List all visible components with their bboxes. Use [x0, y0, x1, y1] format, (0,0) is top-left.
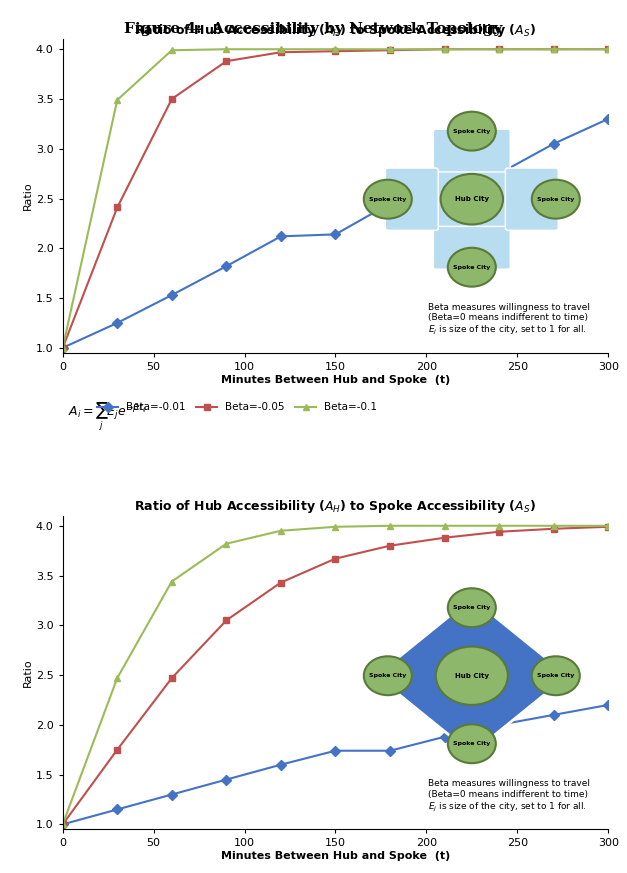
Beta=-0.01 [495, 719, 503, 730]
Text: Beta measures willingness to travel
(Beta=0 means indifferent to time)
$E_j$ is : Beta measures willingness to travel (Bet… [428, 780, 590, 814]
X-axis label: Minutes Between Hub and Spoke  (t): Minutes Between Hub and Spoke (t) [221, 851, 450, 861]
Beta=-0.05 [386, 45, 394, 56]
Beta=-0.01 [495, 168, 503, 179]
Beta=-0.01 [223, 261, 230, 272]
Beta=-0.05 [495, 526, 503, 537]
Beta=-0.1 [168, 45, 176, 56]
Beta=-0.05 [168, 93, 176, 104]
Beta=-0.01 [550, 710, 557, 720]
Beta=-0.1 [223, 539, 230, 549]
Beta=-0.1 [550, 44, 557, 54]
Beta=-0.01 [604, 113, 612, 124]
Beta=-0.05 [495, 44, 503, 54]
Beta=-0.01 [113, 804, 121, 815]
Text: $A_i = \sum_j E_j e^{-\beta t_{ij}}$: $A_i = \sum_j E_j e^{-\beta t_{ij}}$ [68, 401, 147, 433]
Beta=-0.01 [441, 732, 448, 742]
Line: Beta=-0.05: Beta=-0.05 [59, 523, 612, 828]
Beta=-0.01 [550, 139, 557, 149]
Beta=-0.1 [59, 342, 66, 353]
Legend: Beta=-0.01, Beta=-0.05, Beta=-0.1: Beta=-0.01, Beta=-0.05, Beta=-0.1 [93, 398, 382, 416]
Beta=-0.05 [59, 342, 66, 353]
Beta=-0.1 [168, 576, 176, 587]
Beta=-0.05 [604, 44, 612, 54]
Y-axis label: Ratio: Ratio [23, 658, 33, 687]
Title: Ratio of Hub Accessibility ($A_H$) to Spoke Accessibility ($A_S$): Ratio of Hub Accessibility ($A_H$) to Sp… [135, 22, 536, 38]
Beta=-0.1 [59, 819, 66, 829]
Beta=-0.1 [223, 44, 230, 54]
Y-axis label: Ratio: Ratio [23, 182, 33, 210]
Beta=-0.05 [277, 577, 285, 588]
Beta=-0.01 [277, 760, 285, 770]
Beta=-0.01 [441, 183, 448, 194]
Beta=-0.01 [168, 789, 176, 800]
Beta=-0.05 [168, 673, 176, 684]
Beta=-0.01 [604, 699, 612, 710]
Beta=-0.05 [113, 203, 121, 213]
Beta=-0.05 [441, 44, 448, 54]
Beta=-0.05 [550, 44, 557, 54]
Beta=-0.05 [223, 56, 230, 66]
Beta=-0.1 [441, 520, 448, 531]
Beta=-0.05 [332, 46, 339, 57]
Beta=-0.1 [550, 520, 557, 531]
Beta=-0.05 [332, 553, 339, 564]
Beta=-0.01 [386, 746, 394, 756]
Beta=-0.01 [59, 819, 66, 829]
Beta=-0.1 [604, 44, 612, 54]
Beta=-0.1 [386, 44, 394, 54]
Line: Beta=-0.05: Beta=-0.05 [59, 45, 612, 351]
Beta=-0.01 [332, 229, 339, 239]
Beta=-0.01 [223, 774, 230, 785]
Beta=-0.01 [113, 318, 121, 328]
Beta=-0.1 [113, 673, 121, 684]
Beta=-0.1 [332, 44, 339, 54]
Beta=-0.1 [604, 520, 612, 531]
Text: Figure 4:  Accessibility by Network Topology: Figure 4: Accessibility by Network Topol… [124, 22, 503, 36]
Beta=-0.1 [495, 44, 503, 54]
Beta=-0.05 [441, 533, 448, 543]
Beta=-0.1 [386, 520, 394, 531]
Beta=-0.1 [277, 44, 285, 54]
Beta=-0.01 [332, 746, 339, 756]
Line: Beta=-0.01: Beta=-0.01 [59, 702, 612, 828]
Title: Ratio of Hub Accessibility ($A_H$) to Spoke Accessibility ($A_S$): Ratio of Hub Accessibility ($A_H$) to Sp… [135, 498, 536, 515]
Line: Beta=-0.1: Beta=-0.1 [59, 522, 612, 828]
Beta=-0.01 [277, 231, 285, 242]
Beta=-0.1 [113, 95, 121, 106]
Beta=-0.01 [168, 290, 176, 300]
Beta=-0.1 [277, 526, 285, 536]
Beta=-0.05 [550, 524, 557, 534]
Beta=-0.1 [495, 520, 503, 531]
Beta=-0.05 [59, 819, 66, 829]
Beta=-0.01 [59, 342, 66, 353]
Beta=-0.1 [332, 521, 339, 532]
Line: Beta=-0.1: Beta=-0.1 [59, 45, 612, 351]
Beta=-0.05 [277, 47, 285, 58]
Beta=-0.1 [441, 44, 448, 54]
Beta=-0.05 [386, 540, 394, 551]
Text: Beta measures willingness to travel
(Beta=0 means indifferent to time)
$E_j$ is : Beta measures willingness to travel (Bet… [428, 303, 590, 337]
X-axis label: Minutes Between Hub and Spoke  (t): Minutes Between Hub and Spoke (t) [221, 375, 450, 385]
Line: Beta=-0.01: Beta=-0.01 [59, 115, 612, 351]
Beta=-0.05 [113, 745, 121, 755]
Beta=-0.05 [223, 615, 230, 626]
Beta=-0.01 [386, 198, 394, 209]
Beta=-0.05 [604, 521, 612, 532]
